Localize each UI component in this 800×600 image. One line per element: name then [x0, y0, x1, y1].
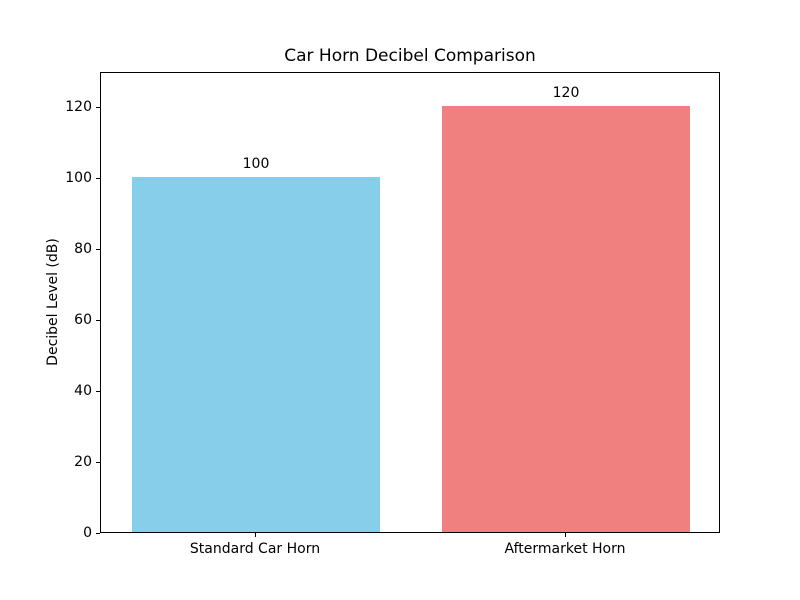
y-tick-mark [96, 533, 100, 534]
y-tick-mark [96, 320, 100, 321]
y-tick-mark [96, 462, 100, 463]
bar-value-label: 100 [242, 156, 270, 172]
y-tick-mark [96, 249, 100, 250]
x-tick-mark [255, 533, 256, 537]
chart-title: Car Horn Decibel Comparison [284, 46, 536, 66]
y-tick-label: 40 [74, 383, 92, 399]
bar-1 [132, 177, 380, 532]
y-tick-mark [96, 107, 100, 108]
bar-2 [442, 106, 690, 532]
y-tick-mark [96, 178, 100, 179]
y-tick-mark [96, 391, 100, 392]
y-tick-label: 20 [74, 454, 92, 470]
y-axis-label: Decibel Level (dB) [45, 238, 61, 366]
x-tick-label: Aftermarket Horn [504, 541, 626, 557]
x-tick-mark [565, 533, 566, 537]
y-tick-label: 100 [65, 170, 92, 186]
x-tick-label: Standard Car Horn [189, 541, 321, 557]
y-tick-label: 80 [74, 241, 92, 257]
y-tick-label: 120 [65, 99, 92, 115]
plot-area: 100 120 [100, 72, 720, 533]
y-tick-label: 0 [83, 525, 92, 541]
bar-value-label: 120 [552, 85, 580, 101]
y-tick-label: 60 [74, 312, 92, 328]
